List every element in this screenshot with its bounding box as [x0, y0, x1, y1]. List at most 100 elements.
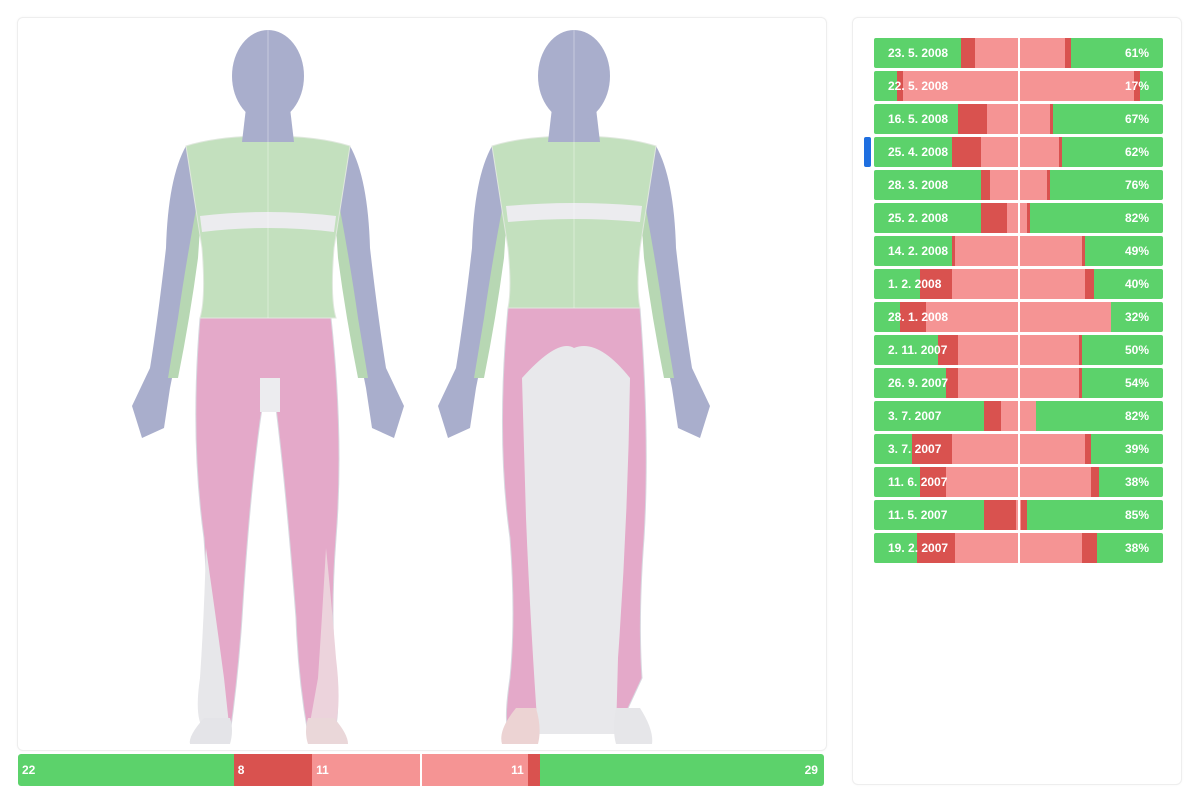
session-bar-segment-dark-red	[900, 302, 926, 332]
front-head[interactable]	[232, 30, 304, 122]
session-bar-segment-dark-red	[917, 533, 955, 563]
session-bar-segment-green	[1099, 467, 1163, 497]
session-date: 23. 5. 2008	[888, 46, 949, 60]
session-percentage: 32%	[1124, 310, 1149, 324]
session-bar-segment-dark-red	[937, 335, 958, 365]
summary-left-green-value: 22	[22, 763, 36, 777]
session-bar-center-line	[1018, 236, 1020, 266]
session-bar-segment-green	[874, 467, 921, 497]
session-bar-segment-green	[874, 533, 918, 563]
session-bar-segment-dark-red	[1079, 368, 1083, 398]
session-bar-segment-dark-red	[1047, 170, 1051, 200]
session-date: 16. 5. 2008	[888, 112, 949, 126]
session-bar-segment-green	[874, 104, 958, 134]
session-row[interactable]: 22. 5. 2008 17%	[874, 71, 1163, 101]
summary-right-green-value: 29	[804, 763, 818, 777]
session-bar-segment-dark-red	[911, 434, 953, 464]
session-bar-center-line	[1018, 38, 1020, 68]
summary-right-light-red: 11	[419, 754, 528, 786]
session-row[interactable]: 2. 11. 2007 50%	[874, 335, 1163, 365]
session-bar-segment-dark-red	[897, 71, 903, 101]
session-bar-segment-green	[1030, 203, 1163, 233]
session-row[interactable]: 25. 2. 2008 82%	[874, 203, 1163, 233]
session-row[interactable]: 16. 5. 2008 67%	[874, 104, 1163, 134]
session-bar-segment-light-red	[1006, 203, 1028, 233]
session-row[interactable]: 11. 5. 2007 85%	[874, 500, 1163, 530]
front-right-foot	[306, 718, 348, 744]
session-row[interactable]: 1. 2. 2008 40%	[874, 269, 1163, 299]
session-date: 2. 11. 2007	[888, 343, 948, 357]
session-row[interactable]: 28. 1. 2008 32%	[874, 302, 1163, 332]
session-bar-segment-green	[874, 170, 981, 200]
session-row[interactable]: 19. 2. 2007 38%	[874, 533, 1163, 563]
session-bar-segment-green	[1082, 335, 1163, 365]
session-bar-segment-dark-red	[1058, 137, 1062, 167]
session-bar-segment-green	[874, 203, 981, 233]
front-left-foot	[189, 718, 232, 744]
session-bar-segment-green	[1050, 170, 1163, 200]
session-row[interactable]: 26. 9. 2007 54%	[874, 368, 1163, 398]
session-bar-segment-green	[874, 500, 984, 530]
front-figure	[132, 28, 404, 744]
session-row[interactable]: 3. 7. 2007 82%	[874, 401, 1163, 431]
back-head[interactable]	[538, 30, 610, 122]
front-left-shin	[197, 548, 230, 734]
session-bar-segment-dark-red	[952, 236, 955, 266]
selected-session-indicator	[864, 137, 871, 167]
session-bar-segment-green	[874, 401, 984, 431]
session-bar-center-line	[1018, 71, 1020, 101]
session-date: 14. 2. 2008	[888, 244, 949, 258]
back-left-arm[interactable]	[438, 146, 510, 438]
session-bar-center-line	[1018, 269, 1020, 299]
session-percentage: 17%	[1124, 79, 1149, 93]
session-bar-center-line	[1018, 500, 1020, 530]
session-bar-segment-dark-red	[983, 401, 1002, 431]
front-left-arm[interactable]	[132, 146, 204, 438]
session-date: 28. 3. 2008	[888, 178, 949, 192]
front-right-arm[interactable]	[332, 146, 404, 438]
session-bar-segment-dark-red	[946, 368, 958, 398]
session-percentage: 82%	[1124, 409, 1149, 423]
session-date: 11. 5. 2007	[888, 508, 948, 522]
summary-left-light-red: 11	[312, 754, 420, 786]
back-right-heel	[614, 708, 653, 744]
front-right-shin	[308, 548, 339, 734]
session-bar-segment-green	[1027, 500, 1163, 530]
summary-right-light-value: 11	[511, 763, 524, 777]
summary-center-line	[420, 754, 422, 786]
session-row[interactable]: 14. 2. 2008 49%	[874, 236, 1163, 266]
front-left-inner-arm	[168, 168, 204, 378]
back-band	[506, 203, 642, 222]
session-list: 23. 5. 2008 61% 22. 5. 2008 17% 16. 5. 2008 6…	[874, 38, 1163, 566]
session-row[interactable]: 3. 7. 2007 39%	[874, 434, 1163, 464]
session-bar-segment-dark-red	[920, 467, 947, 497]
session-row[interactable]: 28. 3. 2008 76%	[874, 170, 1163, 200]
session-bar-segment-dark-red	[1021, 500, 1028, 530]
session-bar-center-line	[1018, 368, 1020, 398]
session-bar-segment-green	[1061, 137, 1163, 167]
body-map-panel	[17, 17, 827, 751]
session-percentage: 85%	[1124, 508, 1149, 522]
session-bar-segment-dark-red	[1084, 269, 1094, 299]
session-bar-center-line	[1018, 137, 1020, 167]
session-bar-center-line	[1018, 302, 1020, 332]
session-percentage: 49%	[1124, 244, 1149, 258]
session-bar-segment-dark-red	[1134, 71, 1140, 101]
back-right-arm[interactable]	[638, 146, 710, 438]
session-percentage: 38%	[1124, 475, 1149, 489]
back-torso-region[interactable]	[491, 135, 657, 309]
session-bar-segment-dark-red	[1050, 104, 1054, 134]
session-date: 28. 1. 2008	[888, 310, 949, 324]
back-inner-leg	[522, 346, 630, 734]
session-row[interactable]: 23. 5. 2008 61%	[874, 38, 1163, 68]
back-figure	[438, 28, 710, 744]
session-bar-segment-dark-red	[920, 269, 953, 299]
session-row[interactable]: 25. 4. 2008 62%	[874, 137, 1163, 167]
session-row[interactable]: 11. 6. 2007 38%	[874, 467, 1163, 497]
session-bar-segment-green	[1053, 104, 1163, 134]
session-bar-center-line	[1018, 533, 1020, 563]
summary-bar: 22 8 11 11 29	[18, 754, 824, 786]
back-right-inner-arm	[638, 168, 674, 378]
session-bar-segment-green	[1082, 368, 1163, 398]
session-bar-center-line	[1018, 434, 1020, 464]
